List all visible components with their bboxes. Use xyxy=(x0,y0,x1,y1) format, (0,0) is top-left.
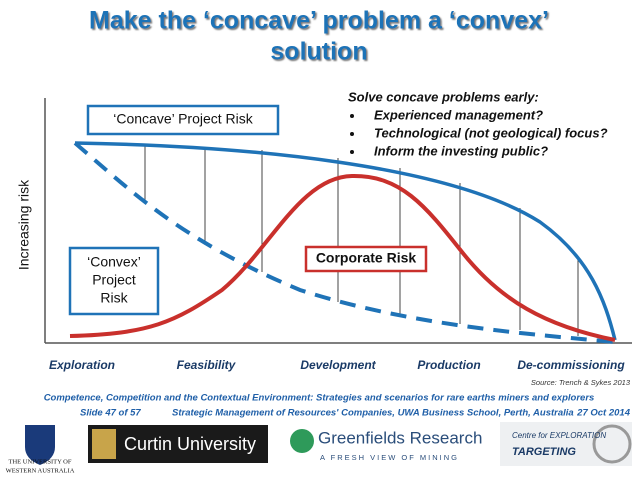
concave-label: ‘Concave’ Project Risk xyxy=(113,111,254,127)
note-bullet: Technological (not geological) focus? xyxy=(374,125,608,140)
source: Source: Trench & Sykes 2013 xyxy=(531,378,631,387)
stage: Development xyxy=(300,358,376,372)
y-axis-label: Increasing risk xyxy=(16,179,32,270)
uwa-name: WESTERN AUSTRALIA xyxy=(6,467,75,474)
greenfields-tagline: A FRESH VIEW OF MINING xyxy=(320,453,459,462)
stage: Production xyxy=(417,358,480,372)
cet-name: Centre for EXPLORATION xyxy=(512,431,606,440)
arrows xyxy=(144,144,579,336)
convex-label: Project xyxy=(92,272,136,288)
note-heading: Solve concave problems early: xyxy=(348,89,539,104)
stage: Exploration xyxy=(49,358,115,372)
corporate-label: Corporate Risk xyxy=(316,250,417,266)
convex-label: Risk xyxy=(100,290,128,306)
concave-curve xyxy=(74,141,617,341)
greenfields-name: Greenfields Research xyxy=(318,428,482,447)
curtin-name: Curtin University xyxy=(124,434,256,454)
bullet xyxy=(350,132,354,136)
bullet xyxy=(350,150,354,154)
stage: Feasibility xyxy=(177,358,237,372)
footer-course: Strategic Management of Resources' Compa… xyxy=(172,408,574,419)
bullet xyxy=(350,114,354,118)
title-line: Make the ‘concave’ problem a ‘convex’ xyxy=(89,7,549,35)
note-bullet: Inform the investing public? xyxy=(374,143,548,158)
concave-box xyxy=(86,104,280,136)
curtin-logo xyxy=(88,425,268,463)
footer-theme: Competence, Competition and the Contextu… xyxy=(44,393,595,404)
convex-label: ‘Convex’ xyxy=(87,254,141,270)
uwa-name: THE UNIVERSITY OF xyxy=(9,458,72,465)
cet-emblem xyxy=(592,424,632,464)
note-bullet: Experienced management? xyxy=(374,107,543,122)
corporate-box xyxy=(304,245,428,273)
curtin-emblem xyxy=(92,429,116,459)
cet-logo xyxy=(500,422,632,466)
convex-curve xyxy=(73,141,616,344)
footer-date: 27 Oct 2014 xyxy=(576,408,631,419)
cet-name: TARGETING xyxy=(512,446,576,458)
title-line: solution xyxy=(270,38,367,66)
corporate-curve xyxy=(69,173,616,342)
greenfields-emblem xyxy=(290,429,314,453)
stage: De-commissioning xyxy=(517,358,625,372)
convex-box xyxy=(68,246,160,316)
footer-slide: Slide 47 of 57 xyxy=(80,408,141,419)
uwa-crest xyxy=(25,425,55,465)
